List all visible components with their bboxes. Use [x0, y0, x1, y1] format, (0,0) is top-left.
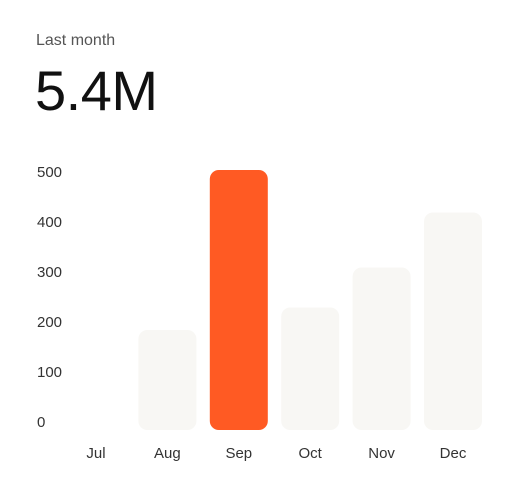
x-tick-label-nov: Nov	[368, 445, 395, 462]
bar-dec[interactable]	[424, 212, 482, 431]
bar-oct[interactable]	[281, 307, 340, 431]
y-tick-label: 0	[37, 414, 45, 431]
x-tick-label-jul: Jul	[86, 445, 105, 462]
y-tick-label: 300	[37, 264, 62, 281]
metric-label: Last month	[36, 32, 116, 49]
x-tick-label-oct: Oct	[299, 445, 323, 462]
bars	[138, 170, 482, 430]
bar-aug[interactable]	[138, 330, 197, 430]
y-tick-label: 200	[37, 314, 62, 331]
metric-value: 5.4M	[35, 59, 158, 122]
y-axis: 0 100 200 300 400 500	[37, 164, 62, 431]
x-tick-label-dec: Dec	[440, 445, 467, 462]
x-tick-label-sep: Sep	[225, 445, 252, 462]
y-tick-label: 100	[37, 364, 62, 381]
y-tick-label: 400	[37, 214, 62, 231]
bar-nov[interactable]	[352, 267, 411, 431]
y-tick-label: 500	[37, 164, 62, 181]
bar-sep[interactable]	[209, 170, 268, 430]
x-axis: Jul Aug Sep Oct Nov Dec	[86, 445, 466, 462]
x-tick-label-aug: Aug	[154, 445, 181, 462]
